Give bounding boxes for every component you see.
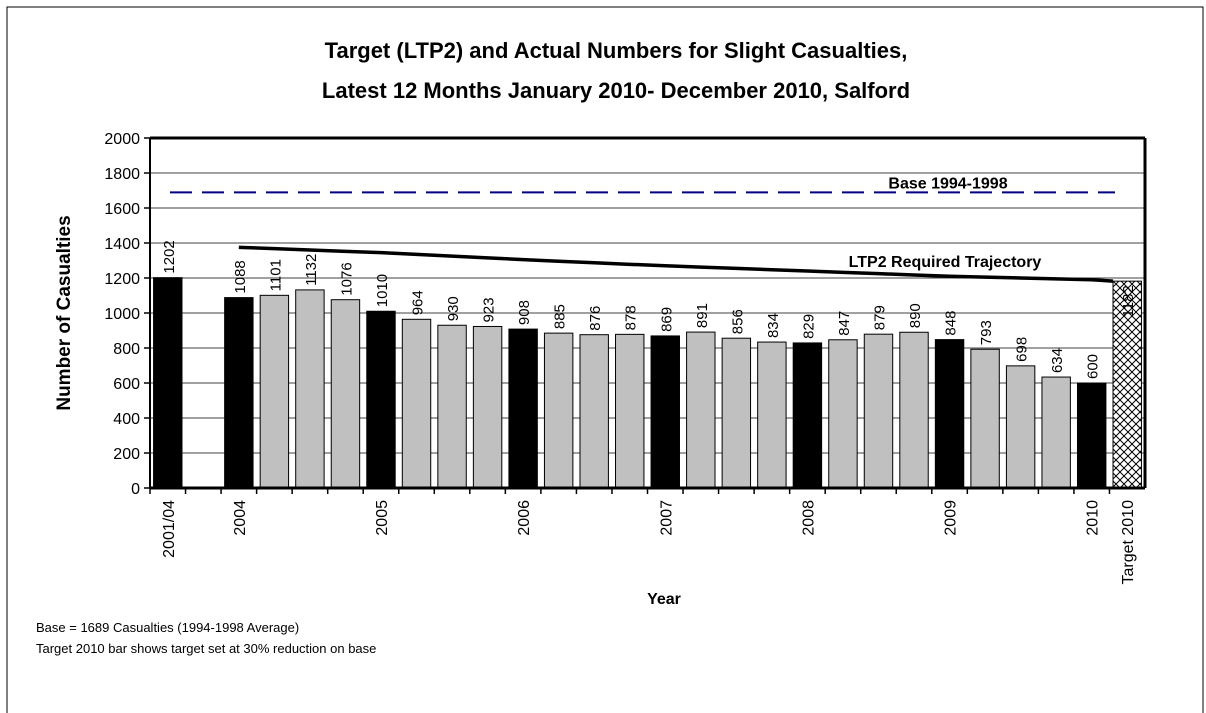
- bar: [721, 337, 752, 489]
- data-label: 634: [1049, 348, 1066, 373]
- line: [238, 245, 1114, 283]
- data-label: 869: [658, 307, 675, 332]
- bar: [650, 335, 680, 489]
- data-label: 878: [623, 305, 640, 330]
- data-label: 890: [907, 303, 924, 328]
- data-label: 923: [481, 297, 498, 322]
- bar: [543, 332, 574, 489]
- bar: [437, 324, 467, 489]
- bar: [828, 339, 858, 489]
- y-tick-label: 1000: [104, 306, 140, 323]
- y-tick-label: 400: [113, 411, 140, 428]
- reference-label: Base 1994-1998: [888, 175, 1007, 192]
- x-tick-label: 2009: [943, 500, 960, 536]
- y-tick-label: 1600: [104, 201, 140, 218]
- line-label: LTP2 Required Trajectory: [849, 254, 1042, 271]
- data-label: 1101: [267, 259, 284, 291]
- data-label: 834: [765, 313, 782, 338]
- y-tick-label: 0: [131, 481, 140, 498]
- data-label: 1182: [1120, 285, 1137, 317]
- data-label: 698: [1014, 337, 1031, 362]
- bar: [899, 331, 929, 489]
- x-axis-title: Year: [647, 591, 681, 608]
- bar: [579, 334, 609, 489]
- bar: [401, 318, 432, 489]
- chart-title: Latest 12 Months January 2010- December …: [322, 78, 910, 103]
- bar: [295, 289, 325, 489]
- bar: [863, 333, 894, 489]
- data-label: 876: [587, 306, 604, 331]
- data-label: 1132: [303, 254, 320, 286]
- data-label: 908: [516, 300, 533, 325]
- data-label: 891: [694, 303, 711, 328]
- bar: [757, 341, 787, 489]
- bar: [1005, 365, 1036, 489]
- data-label: 930: [445, 296, 462, 321]
- y-tick-label: 600: [113, 376, 140, 393]
- bar: [259, 294, 290, 489]
- bar: [472, 325, 503, 489]
- note: Base = 1689 Casualties (1994-1998 Averag…: [36, 620, 299, 635]
- data-label: 847: [836, 311, 853, 336]
- bar: [1076, 382, 1107, 489]
- data-label: 1088: [232, 260, 249, 293]
- bar: [224, 297, 254, 489]
- data-label: 856: [729, 309, 746, 334]
- y-tick-label: 1200: [104, 271, 140, 288]
- bar: [366, 310, 396, 489]
- chart-title: Target (LTP2) and Actual Numbers for Sli…: [325, 38, 908, 63]
- y-axis-title: Number of Casualties: [54, 215, 75, 410]
- data-label: 829: [800, 314, 817, 339]
- data-label: 1010: [374, 274, 391, 307]
- bar: [1112, 280, 1142, 489]
- bar: [615, 333, 645, 489]
- bar: [934, 339, 965, 489]
- x-tick-label: 2007: [658, 500, 675, 536]
- data-label: 848: [943, 311, 960, 336]
- y-tick-label: 2000: [104, 131, 140, 148]
- x-tick-label: 2001/04: [161, 500, 178, 558]
- x-tick-label: 2010: [1085, 500, 1102, 536]
- data-label: 1076: [338, 262, 355, 295]
- bar: [1041, 376, 1071, 489]
- data-label: 1202: [161, 240, 178, 273]
- x-tick-label: Target 2010: [1120, 500, 1137, 585]
- bar: [330, 299, 361, 489]
- bar: [153, 277, 183, 489]
- data-label: 879: [871, 305, 888, 330]
- x-tick-label: 2004: [232, 500, 249, 536]
- data-label: 793: [978, 320, 995, 345]
- x-tick-label: 2008: [800, 500, 817, 536]
- bar: [508, 328, 538, 489]
- y-tick-label: 1800: [104, 166, 140, 183]
- data-label: 885: [552, 304, 569, 329]
- bar: [792, 342, 823, 489]
- x-tick-label: 2005: [374, 500, 391, 536]
- bar: [686, 331, 716, 489]
- y-tick-label: 200: [113, 446, 140, 463]
- bar: [970, 348, 1000, 489]
- data-label: 964: [410, 290, 427, 315]
- x-tick-label: 2006: [516, 500, 533, 536]
- data-label: 600: [1085, 354, 1102, 379]
- y-tick-label: 800: [113, 341, 140, 358]
- y-tick-label: 1400: [104, 236, 140, 253]
- note: Target 2010 bar shows target set at 30% …: [36, 641, 376, 656]
